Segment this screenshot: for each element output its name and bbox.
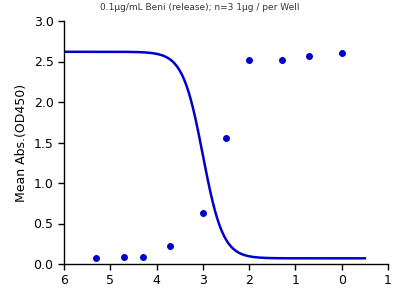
- Point: [223, 136, 229, 141]
- Point: [338, 51, 345, 56]
- Point: [140, 254, 146, 259]
- Point: [93, 256, 100, 261]
- Point: [278, 58, 285, 62]
- Y-axis label: Mean Abs.(OD450): Mean Abs.(OD450): [15, 83, 28, 202]
- Point: [121, 254, 127, 259]
- Point: [167, 244, 174, 249]
- Text: 0.1μg/mL Beni (release); n=3 1μg / per Well: 0.1μg/mL Beni (release); n=3 1μg / per W…: [100, 3, 300, 12]
- Point: [246, 58, 252, 62]
- Point: [200, 211, 206, 215]
- Point: [306, 53, 312, 58]
